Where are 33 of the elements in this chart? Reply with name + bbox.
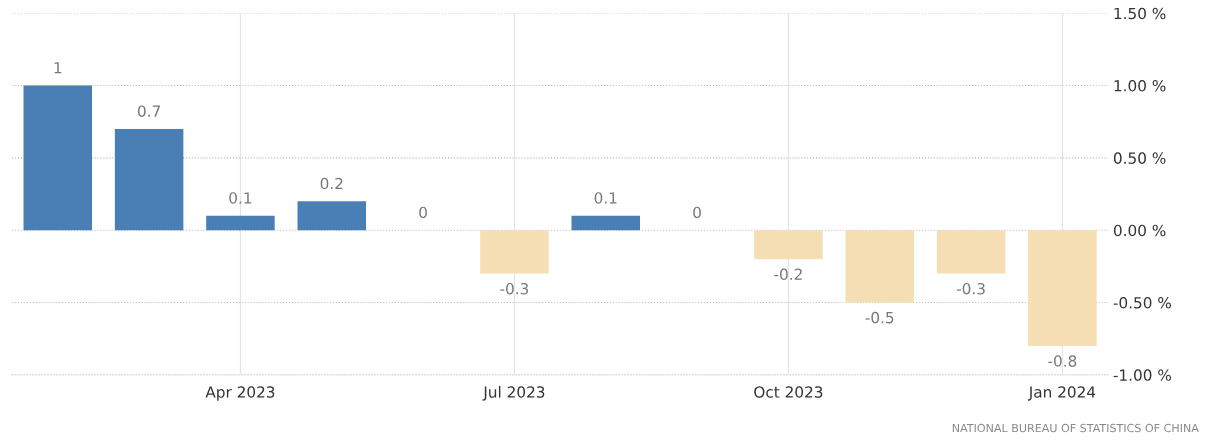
y-tick-label: 1.50 % <box>1114 7 1166 20</box>
bar <box>845 230 914 303</box>
data-label: 1 <box>54 62 62 74</box>
data-label: 0.1 <box>594 192 617 204</box>
data-label: -0.2 <box>774 268 802 280</box>
data-label: 0.7 <box>137 105 160 117</box>
x-tick-label: Oct 2023 <box>754 386 823 398</box>
bar <box>1028 230 1097 346</box>
x-tick-label: Jul 2023 <box>482 385 545 401</box>
data-label: -0.3 <box>500 282 529 295</box>
y-tick-label: -0.50 % <box>1113 296 1171 309</box>
bar <box>206 215 275 231</box>
bar <box>480 230 549 274</box>
bar <box>936 230 1006 274</box>
bar <box>297 201 367 231</box>
data-label: 0 <box>693 206 701 219</box>
bar <box>114 128 184 231</box>
data-label: -0.3 <box>956 282 985 295</box>
data-label: -0.5 <box>865 311 894 324</box>
x-tick-label: Apr 2023 <box>205 386 275 401</box>
bar <box>23 85 93 231</box>
y-tick-label: 0.50 % <box>1113 152 1166 164</box>
y-tick-label: -1.00 % <box>1113 369 1171 381</box>
bar <box>571 215 640 231</box>
data-label: 0.1 <box>229 192 252 204</box>
data-label: 0.2 <box>320 177 343 190</box>
bar <box>754 230 823 260</box>
y-tick-label: 0.00 % <box>1113 224 1166 237</box>
data-label: -0.8 <box>1048 355 1077 367</box>
y-tick-label: 1.00 % <box>1114 80 1166 92</box>
data-label: 0 <box>419 206 427 219</box>
x-tick-label: Jan 2024 <box>1027 386 1096 401</box>
text: NATIONAL BUREAU OF STATISTICS OF CHINA <box>952 423 1199 433</box>
